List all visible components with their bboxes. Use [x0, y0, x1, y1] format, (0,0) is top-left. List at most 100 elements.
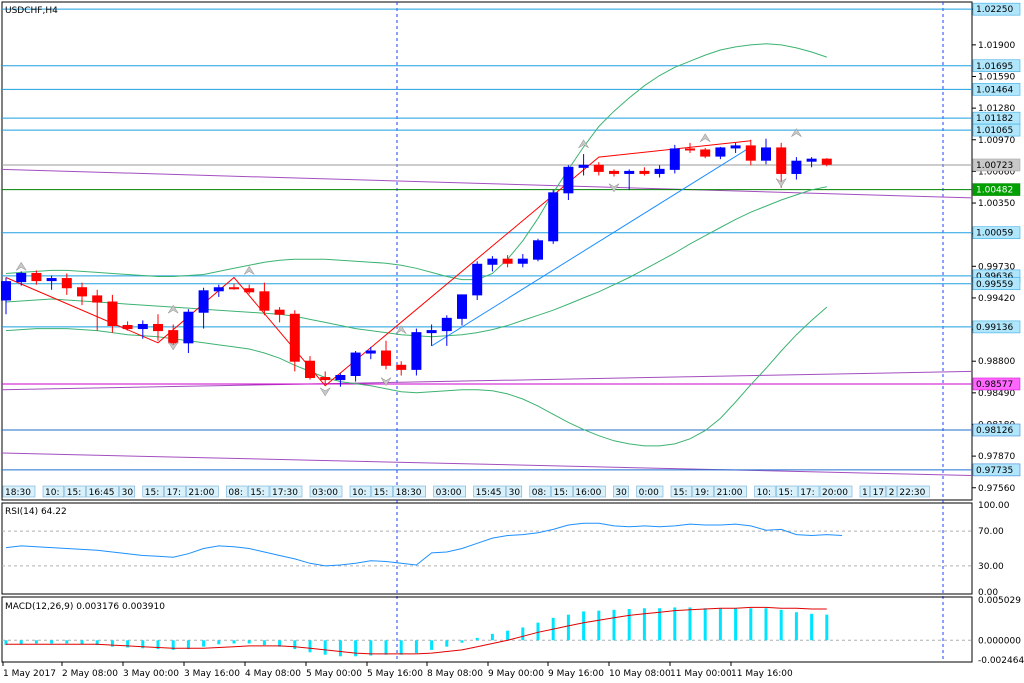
macd-histogram-bar	[80, 640, 84, 645]
event-marker-tag	[2, 485, 36, 498]
macd-histogram-bar	[825, 614, 829, 641]
macd-histogram-bar	[262, 640, 266, 646]
macd-panel-frame	[1, 596, 973, 663]
candle-body	[487, 258, 498, 265]
event-marker-tag	[371, 485, 393, 498]
time-tick-label: 5 May 00:00	[306, 669, 362, 679]
magenta-level-tag	[972, 377, 1021, 391]
candle-body	[289, 313, 300, 362]
macd-histogram-bar	[65, 640, 69, 644]
event-marker-label: 16:00	[575, 488, 601, 498]
candle-body	[259, 291, 270, 311]
macd-histogram-bar	[718, 608, 722, 641]
event-marker-label: 15:	[673, 488, 687, 498]
macd-histogram-bar	[323, 640, 327, 655]
macd-histogram-bar	[278, 640, 282, 647]
level-tag	[972, 423, 1021, 437]
candle-body	[92, 295, 103, 303]
time-tick-label: 3 May 16:00	[184, 669, 240, 679]
fractal-up-arrow	[699, 133, 711, 142]
macd-histogram-bar	[810, 613, 814, 641]
moving-average-line	[431, 146, 752, 347]
event-marker-tag	[692, 485, 714, 498]
candle-body	[411, 332, 422, 370]
event-marker-tag	[886, 485, 897, 498]
event-marker-label: 21:00	[717, 488, 743, 498]
green-level-tag	[972, 183, 1021, 196]
level-tag-label: 1.01695	[976, 62, 1013, 72]
macd-histogram-bar	[354, 640, 358, 657]
price-tick-label: 1.01900	[978, 41, 1015, 51]
macd-histogram-bar	[734, 608, 738, 641]
candle-body	[730, 145, 741, 149]
macd-level-label: 0.005029	[978, 596, 1021, 606]
macd-histogram-bar	[430, 640, 434, 650]
candle-body	[669, 148, 680, 170]
event-marker-label: 03:00	[436, 488, 462, 498]
level-tag	[972, 277, 1021, 291]
event-marker-label: 2	[889, 488, 895, 498]
event-marker-label: 17:	[800, 488, 814, 498]
macd-histogram-bar	[460, 640, 464, 643]
level-tag-label: 0.99636	[976, 272, 1013, 282]
time-tick-label: 8 May 08:00	[427, 669, 483, 679]
macd-histogram-bar	[612, 609, 616, 641]
macd-histogram-bar	[293, 640, 297, 650]
event-marker-label: 17:30	[272, 488, 298, 498]
level-tag-label: 1.01182	[976, 114, 1013, 124]
macd-histogram-bar	[171, 640, 175, 650]
event-marker-tag	[573, 485, 606, 498]
macd-histogram-bar	[308, 640, 312, 653]
event-marker-label: 17	[873, 488, 884, 498]
price-tick-label: 0.99730	[978, 262, 1015, 272]
level-tag-label: 1.01065	[976, 126, 1013, 136]
candle-body	[16, 272, 27, 283]
time-tick-label: 10 May 08:00	[609, 669, 671, 679]
event-marker-label: 15:	[554, 488, 568, 498]
macd-label: MACD(12,26,9) 0.003176 0.003910	[5, 602, 165, 612]
current-price-tag	[972, 158, 1021, 172]
macd-histogram-bar	[536, 622, 540, 641]
macd-histogram-bar	[521, 627, 525, 641]
macd-histogram-bar	[445, 640, 449, 647]
event-marker-label: 30	[509, 488, 521, 498]
candle-body	[320, 377, 331, 381]
event-marker-tag	[42, 485, 65, 498]
level-tag	[972, 2, 1021, 16]
event-marker-label: 16:45	[89, 488, 115, 498]
macd-signal-line	[6, 606, 827, 655]
green-level-tag-label: 1.00482	[976, 186, 1013, 196]
event-marker-label: 03:00	[312, 488, 338, 498]
level-tag	[972, 83, 1021, 96]
rsi-line	[5, 522, 843, 567]
price-panel-frame	[1, 1, 973, 501]
candle-body	[198, 290, 209, 313]
event-marker-label: 30	[122, 488, 134, 498]
macd-histogram-bar	[658, 608, 662, 641]
price-tick-label: 0.98800	[978, 357, 1015, 367]
macd-histogram-bar	[110, 640, 114, 647]
event-marker-tag	[473, 485, 506, 498]
macd-histogram-bar	[688, 607, 692, 641]
event-marker-label: 15:	[250, 488, 264, 498]
event-marker-tag	[164, 485, 186, 498]
fractal-up-arrow	[395, 325, 407, 334]
macd-histogram-bar	[749, 608, 753, 641]
level-tag-label: 1.00059	[976, 229, 1013, 239]
event-marker-tag	[349, 485, 372, 498]
event-marker-tag	[393, 485, 426, 498]
candle-body	[791, 160, 802, 174]
macd-histogram-bar	[597, 610, 601, 641]
event-marker-tag	[636, 485, 664, 498]
event-marker-label: 0:00	[639, 488, 659, 498]
fractal-down-arrow	[380, 377, 392, 387]
event-marker-tag	[269, 485, 303, 498]
macd-histogram-bar	[34, 640, 38, 644]
price-tick-label: 1.00350	[978, 199, 1015, 209]
event-marker-label: 15:	[67, 488, 81, 498]
macd-histogram-bar	[673, 607, 677, 641]
rsi-level-label: 0.00	[978, 588, 998, 598]
fractal-up-arrow	[243, 265, 255, 275]
level-tag	[972, 59, 1021, 73]
event-marker-label: 15:	[778, 488, 792, 498]
